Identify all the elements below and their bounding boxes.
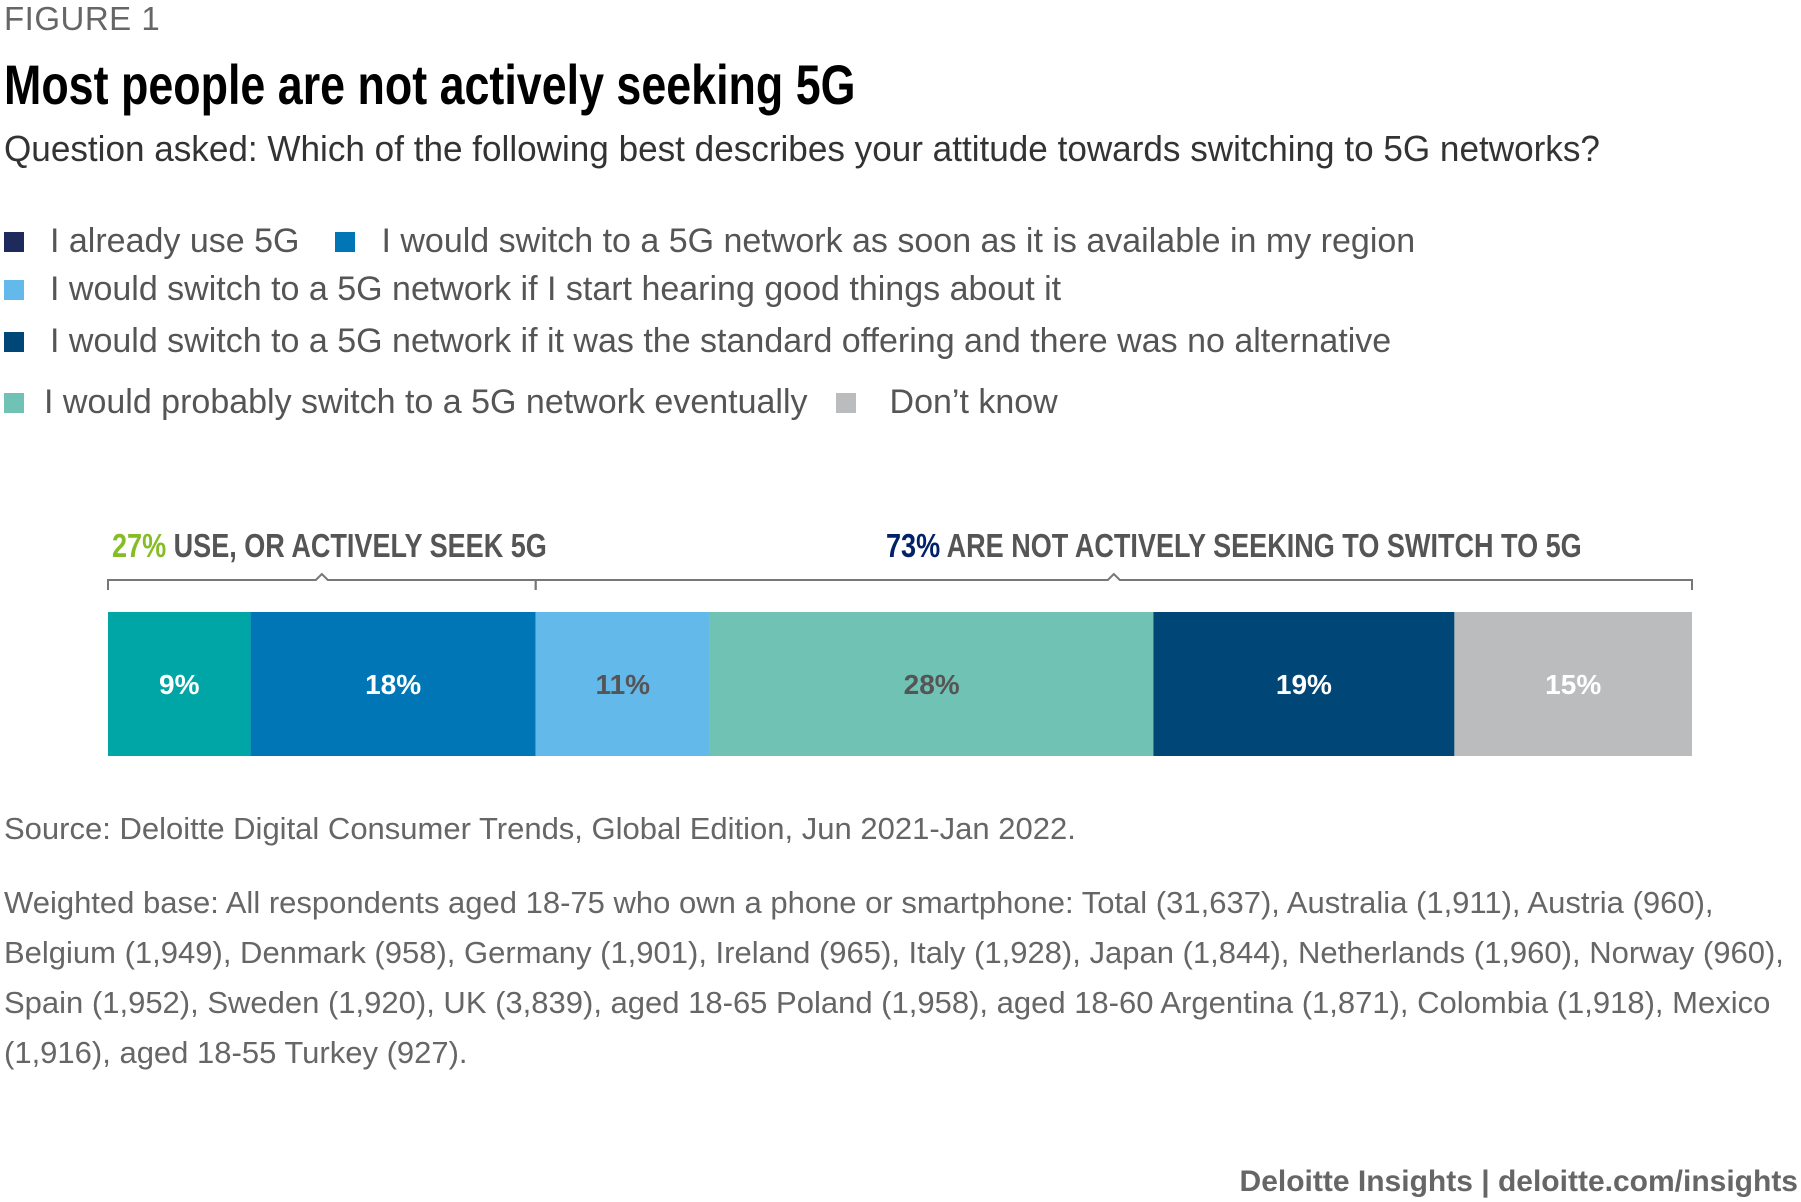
bar-segment-2 xyxy=(535,612,710,756)
legend-swatch xyxy=(4,231,24,252)
legend-label: I would switch to a 5G network if it was… xyxy=(50,322,1392,360)
bar-segment-4 xyxy=(1153,612,1455,756)
legend-item-dont-know: Don’t know xyxy=(835,383,1058,422)
bracket-label-1: 73% ARE NOT ACTIVELY SEEKING TO SWITCH T… xyxy=(886,529,1582,565)
legend-row-1: I already use 5G I would switch to a 5G … xyxy=(4,222,1415,261)
bar-data-label-4: 19% xyxy=(1276,669,1332,700)
bar-segment-3 xyxy=(709,612,1154,756)
legend-label: I would switch to a 5G network if I star… xyxy=(50,270,1062,308)
bracket-1 xyxy=(534,572,1693,590)
legend-swatch xyxy=(835,392,856,413)
bar-data-label-0: 9% xyxy=(159,669,200,700)
bar-data-label-3: 28% xyxy=(904,669,960,700)
legend-swatch xyxy=(335,231,356,252)
figure-label: FIGURE 1 xyxy=(4,0,161,37)
legend-item-switch-asap: I would switch to a 5G network as soon a… xyxy=(335,222,1415,261)
chart-title: Most people are not actively seeking 5G xyxy=(4,53,856,116)
legend-row-3: I would switch to a 5G network if it was… xyxy=(4,322,1391,361)
legend-item-eventually: I would probably switch to a 5G network … xyxy=(4,383,808,422)
bar-data-label-5: 15% xyxy=(1545,669,1601,700)
legend-label: Don’t know xyxy=(889,383,1058,421)
bar-data-label-1: 18% xyxy=(365,669,421,700)
legend-label: I would probably switch to a 5G network … xyxy=(44,383,808,421)
legend-row-2: I would switch to a 5G network if I star… xyxy=(4,270,1061,309)
legend-swatch xyxy=(4,331,24,352)
footer-credit: Deloitte Insights | deloitte.com/insight… xyxy=(1239,1165,1798,1198)
legend-swatch xyxy=(4,392,24,413)
bar-segment-0 xyxy=(108,612,251,756)
bar-segment-5 xyxy=(1454,612,1692,756)
bracket-pct: 73% xyxy=(886,529,940,565)
legend-label: I would switch to a 5G network as soon a… xyxy=(381,222,1416,260)
bracket-0 xyxy=(107,572,537,590)
bracket-text: USE, OR ACTIVELY SEEK 5G xyxy=(166,529,547,565)
bracket-label-0: 27% USE, OR ACTIVELY SEEK 5G xyxy=(112,529,547,565)
legend-swatch xyxy=(4,279,24,300)
legend-row-4: I would probably switch to a 5G network … xyxy=(4,383,1058,422)
source-note: Source: Deloitte Digital Consumer Trends… xyxy=(4,811,1076,846)
legend-label: I already use 5G xyxy=(50,222,300,260)
chart-subtitle: Question asked: Which of the following b… xyxy=(4,128,1600,169)
legend-item-already-use: I already use 5G xyxy=(4,222,299,261)
bar-data-label-2: 11% xyxy=(596,669,651,700)
bracket-text: ARE NOT ACTIVELY SEEKING TO SWITCH TO 5G xyxy=(940,529,1582,565)
legend-item-standard-offering: I would switch to a 5G network if it was… xyxy=(4,322,1391,361)
weighted-base-note: Weighted base: All respondents aged 18-7… xyxy=(4,885,1784,1070)
bar-segment-1 xyxy=(250,612,536,756)
legend-item-good-things: I would switch to a 5G network if I star… xyxy=(4,270,1061,309)
stacked-bar-chart: 9% 18% 11% 28% 19% 15% 27% USE, OR ACTIVELY SE… xyxy=(107,529,1693,756)
bracket-pct: 27% xyxy=(112,529,166,565)
